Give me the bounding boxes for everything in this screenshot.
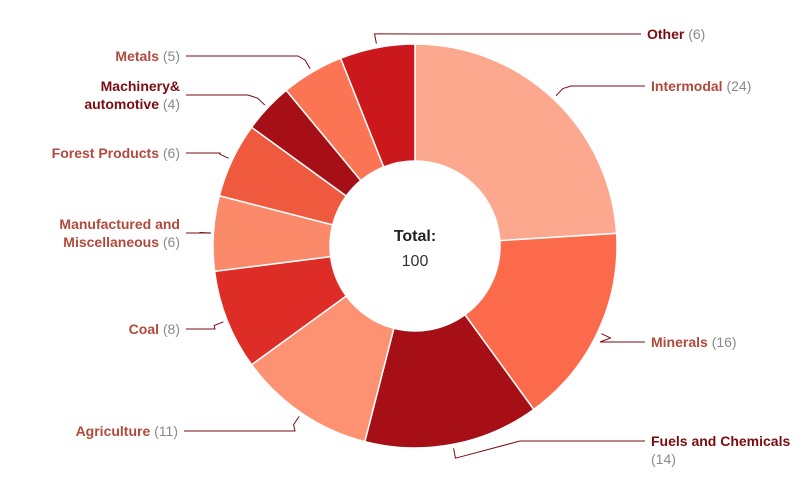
leader-line-manufactured-and-miscellaneous (186, 231, 212, 234)
center-total-value: 100 (402, 253, 429, 270)
slice-other[interactable] (339, 43, 416, 168)
slice-value-metals: (5) (159, 48, 180, 64)
slice-value-fuels-and-chemicals: (14) (651, 451, 676, 467)
leader-line-other (373, 33, 641, 44)
donut-slices (212, 43, 618, 449)
slice-value-other: (6) (684, 26, 705, 42)
slice-value-coal: (8) (159, 321, 180, 337)
leader-line-coal (186, 321, 224, 330)
leader-line-fuels-and-chemicals (453, 440, 645, 459)
slice-label-machinery-automotive-line-2: automotive (4) (84, 96, 180, 112)
slice-label-forest-products: Forest Products (6) (52, 145, 180, 161)
slice-value-forest-products: (6) (159, 145, 180, 161)
slice-label-intermodal: Intermodal (24) (651, 78, 751, 94)
slice-intermodal[interactable] (414, 43, 618, 242)
leader-line-intermodal (555, 85, 645, 97)
slice-value-machinery-automotive: (4) (159, 96, 180, 112)
slice-label-machinery-automotive-line-1: Machinery& (101, 78, 180, 94)
leader-lines (184, 33, 645, 459)
leader-line-agriculture (184, 416, 300, 432)
slice-label-coal: Coal (8) (129, 321, 180, 337)
slice-label-minerals: Minerals (16) (651, 334, 737, 350)
slice-label-manufactured-and-miscellaneous-line-2: Miscellaneous (6) (63, 234, 180, 250)
slice-label-metals: Metals (5) (115, 48, 180, 64)
slice-fuels-and-chemicals[interactable] (363, 313, 535, 449)
leader-line-metals (186, 55, 311, 69)
center-total-label: Total: (394, 228, 436, 245)
slice-minerals[interactable] (463, 232, 618, 411)
slice-label-other: Other (6) (647, 26, 705, 42)
slice-label-agriculture: Agriculture (11) (76, 423, 178, 439)
slice-value-intermodal: (24) (723, 78, 752, 94)
slice-label-manufactured-and-miscellaneous-line-1: Manufactured and (59, 216, 180, 232)
leader-line-machinery-automotive (186, 94, 266, 106)
slice-labels: Intermodal (24) Minerals (16) Fuels and Ch… (52, 26, 791, 467)
slice-value-minerals: (16) (708, 334, 737, 350)
slice-value-agriculture: (11) (150, 423, 178, 439)
slice-value-manufactured-and-miscellaneous: (6) (159, 234, 180, 250)
slice-label-fuels-and-chemicals: Fuels and Chemicals (651, 433, 790, 449)
leader-line-minerals (599, 333, 645, 343)
leader-line-forest-products (186, 152, 229, 159)
